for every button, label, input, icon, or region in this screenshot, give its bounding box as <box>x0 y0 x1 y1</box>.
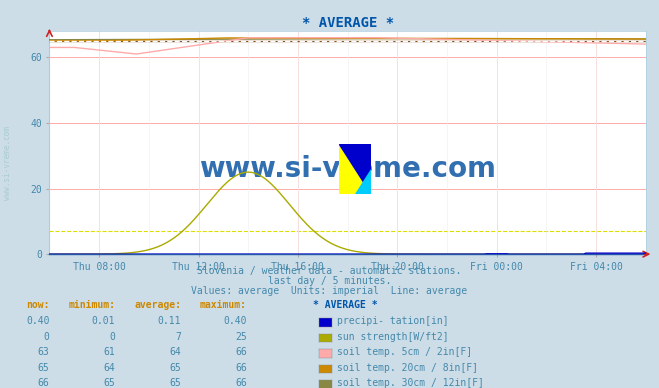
Text: 25: 25 <box>235 331 247 341</box>
Text: Slovenia / weather data - automatic stations.: Slovenia / weather data - automatic stat… <box>197 265 462 275</box>
Text: 0.40: 0.40 <box>26 316 49 326</box>
Text: 65: 65 <box>103 378 115 388</box>
Text: 65: 65 <box>38 362 49 372</box>
Text: precipi- tation[in]: precipi- tation[in] <box>337 316 449 326</box>
Title: * AVERAGE *: * AVERAGE * <box>302 16 393 30</box>
Polygon shape <box>355 169 371 194</box>
Text: 0.01: 0.01 <box>92 316 115 326</box>
Text: 0.40: 0.40 <box>223 316 247 326</box>
Text: now:: now: <box>26 300 49 310</box>
Text: www.si-vreme.com: www.si-vreme.com <box>3 126 13 200</box>
Text: last day / 5 minutes.: last day / 5 minutes. <box>268 276 391 286</box>
Text: soil temp. 5cm / 2in[F]: soil temp. 5cm / 2in[F] <box>337 347 473 357</box>
Text: 65: 65 <box>169 378 181 388</box>
Text: average:: average: <box>134 300 181 310</box>
Text: soil temp. 20cm / 8in[F]: soil temp. 20cm / 8in[F] <box>337 362 478 372</box>
Text: 0: 0 <box>109 331 115 341</box>
Text: soil temp. 30cm / 12in[F]: soil temp. 30cm / 12in[F] <box>337 378 484 388</box>
Text: 64: 64 <box>169 347 181 357</box>
Text: 65: 65 <box>169 362 181 372</box>
Text: 0: 0 <box>43 331 49 341</box>
Text: 66: 66 <box>235 362 247 372</box>
Text: 66: 66 <box>235 378 247 388</box>
Text: 0.11: 0.11 <box>158 316 181 326</box>
Text: 63: 63 <box>38 347 49 357</box>
Text: 7: 7 <box>175 331 181 341</box>
Text: 61: 61 <box>103 347 115 357</box>
Text: 64: 64 <box>103 362 115 372</box>
Text: www.si-vreme.com: www.si-vreme.com <box>199 155 496 184</box>
Polygon shape <box>339 144 371 194</box>
Text: 66: 66 <box>38 378 49 388</box>
Polygon shape <box>339 144 371 194</box>
Text: minimum:: minimum: <box>69 300 115 310</box>
Text: Values: average  Units: imperial  Line: average: Values: average Units: imperial Line: av… <box>191 286 468 296</box>
Text: sun strength[W/ft2]: sun strength[W/ft2] <box>337 331 449 341</box>
Text: * AVERAGE *: * AVERAGE * <box>313 300 378 310</box>
Text: maximum:: maximum: <box>200 300 247 310</box>
Text: 66: 66 <box>235 347 247 357</box>
